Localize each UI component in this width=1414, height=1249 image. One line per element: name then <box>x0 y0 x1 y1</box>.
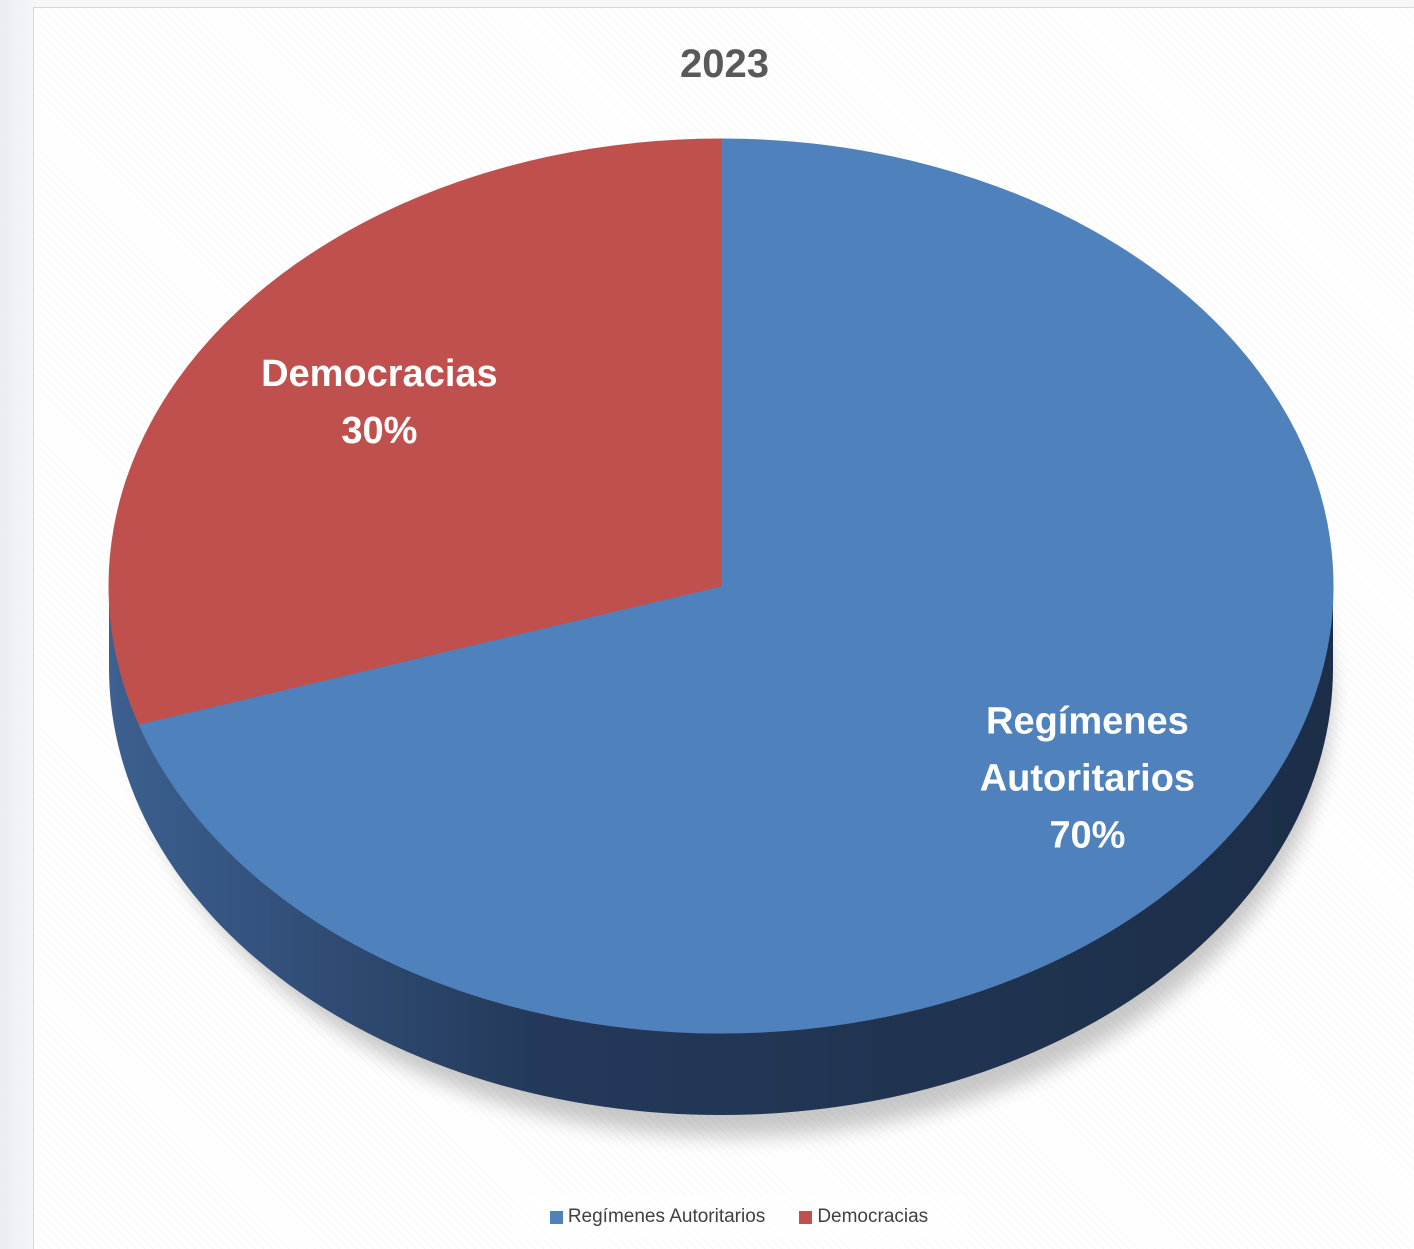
chart-legend: Regímenes Autoritarios Democracias <box>512 1196 966 1238</box>
legend-label-regimenes: Regímenes Autoritarios <box>567 1206 766 1227</box>
chart-frame: 2023 Regímenes Autoritarios 70% Democracias… <box>33 7 1414 1249</box>
legend-swatch-democracias <box>799 1210 813 1224</box>
data-label-regimenes-autoritarios: Regímenes Autoritarios 70% <box>980 700 1195 856</box>
chart-title: 2023 <box>680 42 769 86</box>
legend-item-regimenes-autoritarios: Regímenes Autoritarios <box>549 1206 766 1228</box>
legend-label-democracias: Democracias <box>817 1206 929 1227</box>
pie-side-wall <box>109 586 1333 1115</box>
legend-swatch-regimenes <box>549 1210 563 1224</box>
pie-chart: Regímenes Autoritarios 70% Democracias 30% <box>108 138 1334 1137</box>
pie-slice-regimenes-autoritarios <box>138 138 1334 1034</box>
pie-slice-democracias <box>108 138 722 725</box>
data-label-democracias: Democracias 30% <box>261 353 498 452</box>
legend-item-democracias: Democracias <box>799 1206 928 1228</box>
